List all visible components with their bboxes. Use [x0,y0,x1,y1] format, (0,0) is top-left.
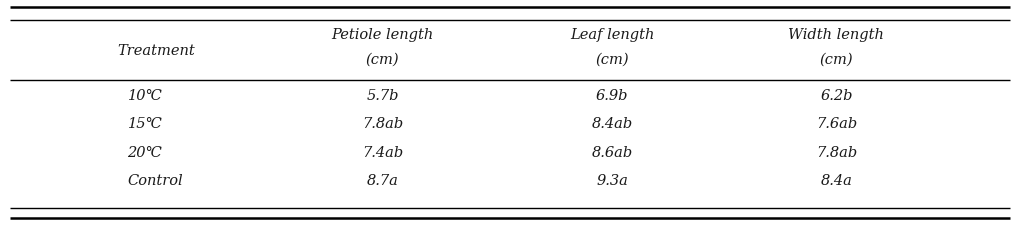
Text: 8.6ab: 8.6ab [591,145,632,159]
Text: Leaf length: Leaf length [570,28,653,42]
Text: Treatment: Treatment [117,44,195,58]
Text: 7.6ab: 7.6ab [815,117,856,131]
Text: 8.4a: 8.4a [819,173,852,187]
Text: 6.9b: 6.9b [595,89,628,103]
Text: 7.4ab: 7.4ab [362,145,403,159]
Text: 15℃: 15℃ [127,117,162,131]
Text: 7.8ab: 7.8ab [362,117,403,131]
Text: (cm): (cm) [366,53,398,67]
Text: 8.7a: 8.7a [366,173,398,187]
Text: 20℃: 20℃ [127,145,162,159]
Text: Petiole length: Petiole length [331,28,433,42]
Text: (cm): (cm) [819,53,852,67]
Text: 10℃: 10℃ [127,89,162,103]
Text: (cm): (cm) [595,53,628,67]
Text: 8.4ab: 8.4ab [591,117,632,131]
Text: 9.3a: 9.3a [595,173,628,187]
Text: Control: Control [127,173,183,187]
Text: 7.8ab: 7.8ab [815,145,856,159]
Text: 5.7b: 5.7b [366,89,398,103]
Text: 6.2b: 6.2b [819,89,852,103]
Text: Width length: Width length [788,28,883,42]
